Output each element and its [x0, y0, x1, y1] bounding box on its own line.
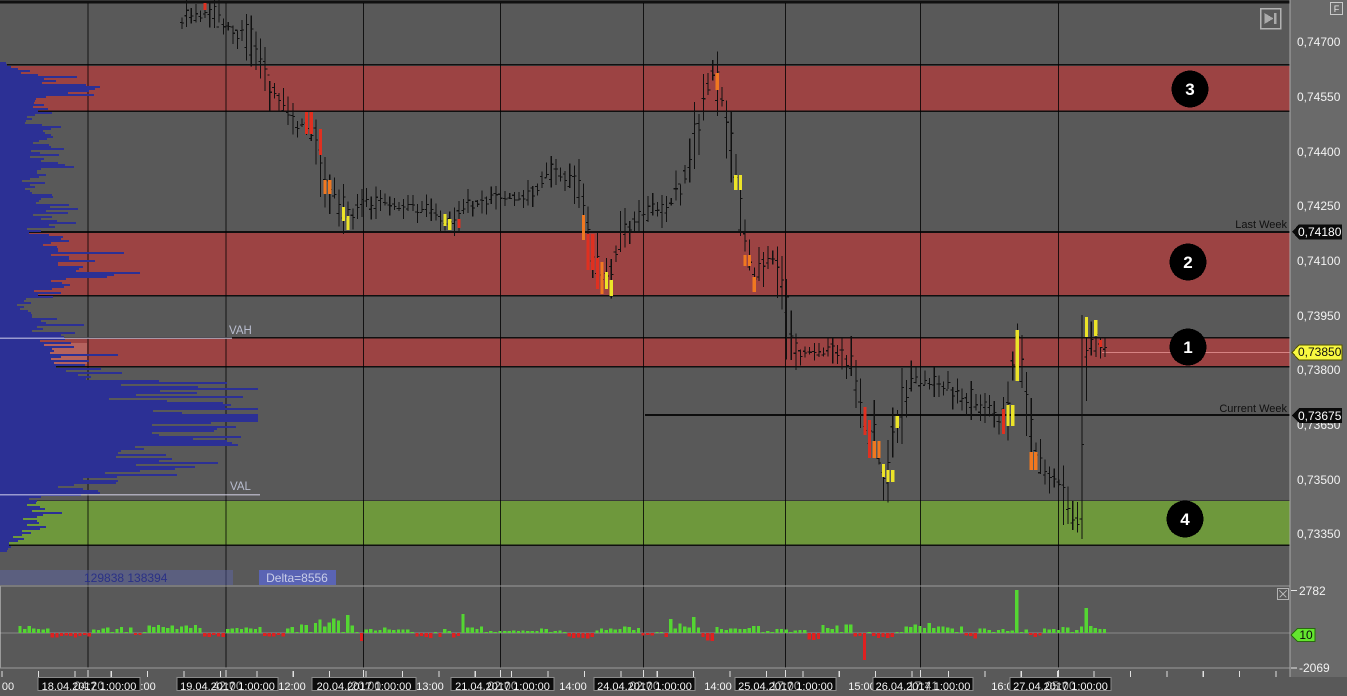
- svg-text:27.04.2017 1:00:00: 27.04.2017 1:00:00: [1013, 681, 1108, 691]
- svg-text:0,73350: 0,73350: [1297, 527, 1341, 541]
- svg-text:Current Week: Current Week: [1219, 403, 1287, 415]
- svg-text:129838 138394: 129838 138394: [84, 571, 168, 585]
- svg-text:02:00: 02:00: [487, 679, 517, 691]
- svg-text:F: F: [1334, 4, 1340, 14]
- svg-text:0,74100: 0,74100: [1297, 254, 1341, 268]
- svg-text:3: 3: [1185, 80, 1194, 99]
- svg-text:14:00: 14:00: [704, 681, 732, 691]
- svg-text:0,74700: 0,74700: [1297, 35, 1341, 49]
- svg-text:20.04.2017 1:00:00: 20.04.2017 1:00:00: [317, 681, 412, 691]
- svg-text:00: 00: [2, 681, 14, 691]
- svg-text:0,73800: 0,73800: [1297, 363, 1341, 377]
- svg-text:19.04.2017 1:00:00: 19.04.2017 1:00:00: [180, 681, 275, 691]
- svg-text:2: 2: [1183, 253, 1192, 272]
- svg-text:0,73950: 0,73950: [1297, 309, 1341, 323]
- svg-text:0,74550: 0,74550: [1297, 90, 1341, 104]
- svg-text:-2069: -2069: [1299, 661, 1330, 675]
- svg-text:0,73850: 0,73850: [1298, 345, 1342, 359]
- svg-text:15:00: 15:00: [848, 681, 876, 691]
- svg-text:VAL: VAL: [230, 481, 251, 493]
- svg-text:18.04.2017 1:00:00: 18.04.2017 1:00:00: [42, 681, 137, 691]
- svg-text:0,74180: 0,74180: [1298, 225, 1342, 239]
- svg-text:0,74400: 0,74400: [1297, 145, 1341, 159]
- svg-text:21.04.2017 1:00:00: 21.04.2017 1:00:00: [455, 681, 550, 691]
- svg-text:02:00: 02:00: [629, 679, 659, 691]
- svg-text:17:41: 17:41: [908, 679, 938, 691]
- svg-text:0,73675: 0,73675: [1298, 409, 1342, 423]
- svg-text:12:00: 12:00: [278, 681, 306, 691]
- svg-text:25.04.2017 1:00:00: 25.04.2017 1:00:00: [738, 681, 833, 691]
- svg-text:VAH: VAH: [229, 325, 252, 337]
- svg-text:13:00: 13:00: [416, 681, 444, 691]
- svg-text:Delta=8556: Delta=8556: [266, 571, 328, 585]
- svg-text:4: 4: [1180, 510, 1190, 529]
- svg-text:24.04.2017 1:00:00: 24.04.2017 1:00:00: [597, 681, 692, 691]
- svg-text:14:00: 14:00: [559, 681, 587, 691]
- svg-text:05:00: 05:00: [1045, 679, 1075, 691]
- svg-text:0,73500: 0,73500: [1297, 473, 1341, 487]
- svg-text:2782: 2782: [1299, 584, 1326, 598]
- svg-text:(20:00: (20:00: [347, 679, 381, 691]
- svg-text:04:20: 04:20: [74, 679, 104, 691]
- svg-text:10: 10: [1299, 628, 1313, 642]
- svg-text:Last Week: Last Week: [1235, 219, 1287, 231]
- svg-text:1: 1: [1183, 338, 1192, 357]
- svg-text:17:00: 17:00: [770, 679, 800, 691]
- svg-text:0,74250: 0,74250: [1297, 199, 1341, 213]
- svg-text:42:00: 42:00: [212, 679, 242, 691]
- svg-text:26.04.2017 1:00:00: 26.04.2017 1:00:00: [876, 681, 971, 691]
